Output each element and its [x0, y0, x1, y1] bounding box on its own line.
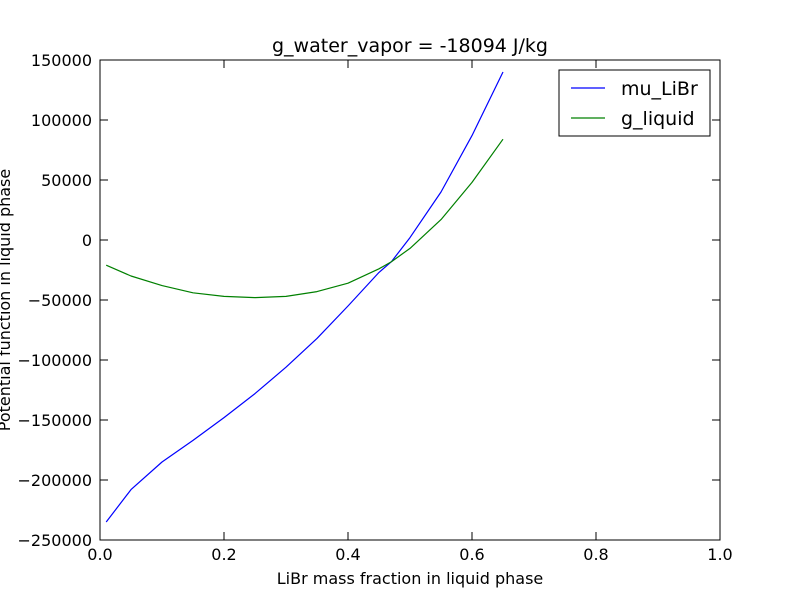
y-tick-label: −250000 [18, 531, 92, 550]
legend: mu_LiBr g_liquid [558, 69, 711, 137]
y-tick-label: −100000 [18, 351, 92, 370]
x-tick-label: 0.4 [335, 545, 360, 564]
legend-label-mu_LiBr: mu_LiBr [621, 78, 698, 100]
y-tick-label: 100000 [31, 111, 92, 130]
legend-label-g_liquid: g_liquid [621, 108, 695, 130]
series-line-mu_LiBr [105, 71, 504, 523]
y-tick-label: 50000 [41, 171, 92, 190]
legend-box [558, 69, 711, 137]
y-tick-label: 150000 [31, 51, 92, 70]
y-tick-label: −200000 [18, 471, 92, 490]
ticks-layer: 0.0 0.2 0.4 0.6 0.8 1.0 −250000 −200000 −150000 −… [18, 51, 733, 564]
x-tick-label: 1.0 [707, 545, 732, 564]
x-tick-label: 0.2 [211, 545, 236, 564]
x-tick-label: 0.6 [459, 545, 484, 564]
y-tick-label: −50000 [28, 291, 92, 310]
x-tick-label: 0.8 [583, 545, 608, 564]
y-tick-label: 0 [82, 231, 92, 250]
series-layer [105, 71, 504, 523]
chart-title: g_water_vapor = -18094 J/kg [272, 35, 548, 57]
y-tick-label: −150000 [18, 411, 92, 430]
x-axis-label: LiBr mass fraction in liquid phase [277, 569, 544, 588]
y-axis-label: Potential function in liquid phase [0, 169, 14, 431]
series-line-g_liquid [105, 138, 504, 299]
x-tick-label: 0.0 [87, 545, 112, 564]
